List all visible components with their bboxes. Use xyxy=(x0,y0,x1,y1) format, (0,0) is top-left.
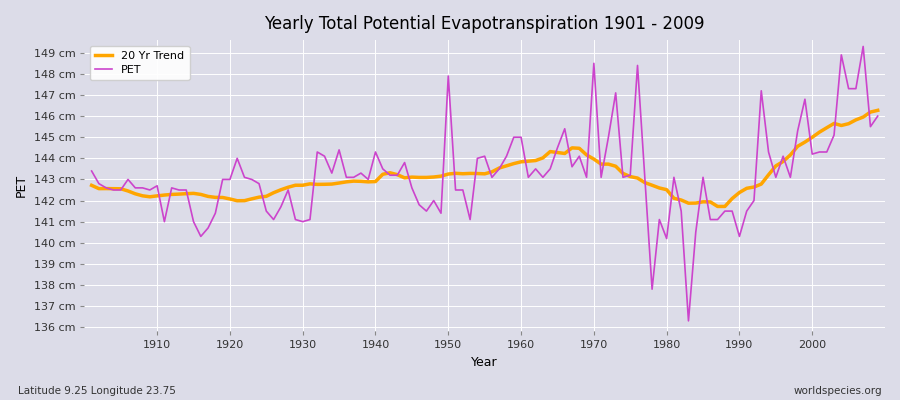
20 Yr Trend xyxy=(304,182,315,186)
PET xyxy=(603,135,614,140)
PET xyxy=(516,135,526,140)
Text: worldspecies.org: worldspecies.org xyxy=(794,386,882,396)
PET xyxy=(683,318,694,323)
Line: PET: PET xyxy=(92,46,878,321)
PET xyxy=(86,168,97,173)
Title: Yearly Total Potential Evapotranspiration 1901 - 2009: Yearly Total Potential Evapotranspiratio… xyxy=(265,15,705,33)
20 Yr Trend xyxy=(872,108,883,113)
PET xyxy=(144,188,155,192)
20 Yr Trend xyxy=(712,204,723,209)
20 Yr Trend xyxy=(144,194,155,199)
Text: Latitude 9.25 Longitude 23.75: Latitude 9.25 Longitude 23.75 xyxy=(18,386,176,396)
PET xyxy=(508,135,519,140)
Legend: 20 Yr Trend, PET: 20 Yr Trend, PET xyxy=(90,46,190,80)
20 Yr Trend xyxy=(348,179,359,184)
X-axis label: Year: Year xyxy=(472,356,498,369)
20 Yr Trend xyxy=(603,162,614,166)
PET xyxy=(872,114,883,118)
PET xyxy=(858,44,868,49)
PET xyxy=(348,175,359,180)
Y-axis label: PET: PET xyxy=(15,174,28,197)
PET xyxy=(304,217,315,222)
20 Yr Trend xyxy=(508,161,519,166)
Line: 20 Yr Trend: 20 Yr Trend xyxy=(92,110,878,206)
20 Yr Trend xyxy=(86,183,97,188)
20 Yr Trend xyxy=(516,160,526,164)
